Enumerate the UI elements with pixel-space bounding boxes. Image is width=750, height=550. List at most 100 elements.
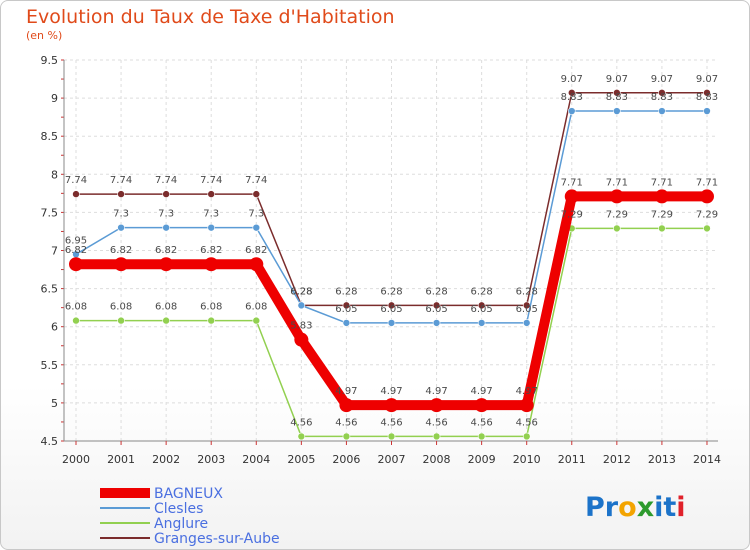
marker-Granges-sur-Aube	[162, 190, 170, 198]
data-label: 8.83	[696, 92, 718, 103]
marker-BAGNEUX	[204, 257, 219, 272]
marker-BAGNEUX	[564, 189, 579, 204]
marker-Anglure	[432, 432, 441, 441]
y-tick-label: 5	[51, 397, 58, 410]
data-label: 7.29	[561, 209, 583, 220]
data-label: 9.07	[651, 74, 673, 85]
marker-BAGNEUX	[609, 189, 624, 204]
logo-letter: i	[654, 492, 663, 523]
marker-Clesles	[432, 319, 441, 327]
data-label: 6.82	[65, 245, 87, 256]
x-tick-label: 2006	[332, 453, 360, 466]
marker-BAGNEUX	[114, 257, 129, 272]
legend-label-BAGNEUX: BAGNEUX	[154, 486, 223, 502]
marker-Anglure	[72, 316, 80, 325]
data-label: 6.28	[470, 286, 492, 297]
data-label: 6.08	[110, 302, 132, 313]
marker-Granges-sur-Aube	[477, 301, 486, 310]
data-label: 7.71	[696, 177, 718, 188]
x-tick-label: 2001	[107, 453, 135, 466]
data-label: 6.82	[155, 245, 177, 256]
x-tick-label: 2014	[693, 453, 721, 466]
marker-Anglure	[522, 432, 531, 441]
proxiti-logo: Proxiti	[585, 492, 686, 523]
data-label: 7.74	[65, 175, 87, 186]
y-tick-label: 4.5	[41, 435, 59, 448]
data-label: 4.56	[290, 417, 312, 428]
marker-Clesles	[658, 107, 666, 115]
data-label: 6.05	[470, 304, 492, 315]
marker-BAGNEUX	[294, 332, 309, 347]
marker-BAGNEUX	[474, 398, 489, 413]
data-label: 9.07	[606, 74, 628, 85]
y-tick-label: 9.5	[41, 54, 59, 67]
data-label: 5.83	[290, 321, 312, 332]
data-label: 6.95	[65, 235, 87, 246]
data-label: 7.3	[248, 209, 264, 220]
data-label: 7.71	[651, 177, 673, 188]
marker-BAGNEUX	[249, 257, 264, 272]
data-label: 6.28	[335, 286, 357, 297]
marker-Anglure	[207, 316, 216, 325]
data-label: 4.56	[335, 417, 357, 428]
marker-BAGNEUX	[159, 257, 174, 272]
marker-Anglure	[342, 432, 351, 441]
data-label: 7.29	[606, 209, 628, 220]
marker-Granges-sur-Aube	[567, 88, 576, 97]
data-label: 4.97	[470, 386, 492, 397]
x-tick-label: 2004	[242, 453, 270, 466]
x-tick-label: 2013	[648, 453, 676, 466]
series-layer	[69, 88, 714, 441]
data-label: 6.08	[155, 302, 177, 313]
logo-letter: P	[585, 492, 605, 523]
x-tick-label: 2011	[558, 453, 586, 466]
data-labels: 6.82 6.82 6.82 6.82 6.82 5.83 4.97 4.97 4.97 4.97…	[65, 74, 718, 429]
data-label: 6.28	[380, 286, 402, 297]
data-label: 6.05	[335, 304, 357, 315]
logo-letter: i	[676, 492, 685, 523]
data-label: 6.08	[65, 302, 87, 313]
marker-Granges-sur-Aube	[658, 88, 666, 97]
data-label: 7.3	[158, 209, 174, 220]
marker-Anglure	[703, 224, 711, 233]
logo-letter: t	[663, 492, 676, 523]
marker-Clesles	[567, 107, 576, 115]
y-tick-label: 5.5	[41, 359, 59, 372]
x-tick-label: 2000	[62, 453, 90, 466]
marker-Anglure	[297, 432, 306, 441]
grid	[64, 59, 718, 442]
marker-BAGNEUX	[519, 398, 534, 413]
data-label: 7.74	[245, 175, 267, 186]
data-label: 7.29	[696, 209, 718, 220]
logo-letter: r	[605, 492, 619, 523]
data-label: 6.82	[245, 245, 267, 256]
data-label: 6.82	[200, 245, 222, 256]
chart-subtitle: (en %)	[26, 29, 63, 42]
y-tick-label: 9	[51, 92, 58, 105]
data-label: 8.83	[606, 92, 628, 103]
marker-Anglure	[162, 316, 170, 325]
marker-Anglure	[252, 316, 261, 325]
data-label: 7.74	[110, 175, 132, 186]
marker-Anglure	[387, 432, 396, 441]
marker-Granges-sur-Aube	[387, 301, 396, 310]
data-label: 6.82	[110, 245, 132, 256]
x-tick-label: 2008	[423, 453, 451, 466]
data-label: 7.74	[200, 175, 222, 186]
axes: 4.5 5 5.5 6 6.5 7 7.5 8 8.5 9 9.5 2000 2001 2002 2003 2…	[41, 54, 721, 466]
x-tick-label: 2002	[152, 453, 180, 466]
y-tick-label: 6	[51, 321, 58, 334]
data-label: 6.28	[290, 286, 312, 297]
y-tick-label: 7	[51, 245, 58, 258]
marker-Clesles	[342, 319, 351, 327]
x-tick-label: 2007	[377, 453, 405, 466]
marker-BAGNEUX	[69, 257, 83, 272]
data-label: 6.28	[290, 286, 312, 297]
marker-Clesles	[252, 223, 261, 232]
chart-title: Evolution du Taux de Taxe d'Habitation	[26, 6, 395, 28]
y-tick-label: 6.5	[41, 283, 59, 296]
marker-Granges-sur-Aube	[252, 190, 261, 198]
y-tick-label: 8.5	[41, 130, 59, 143]
data-label: 9.07	[561, 74, 583, 85]
